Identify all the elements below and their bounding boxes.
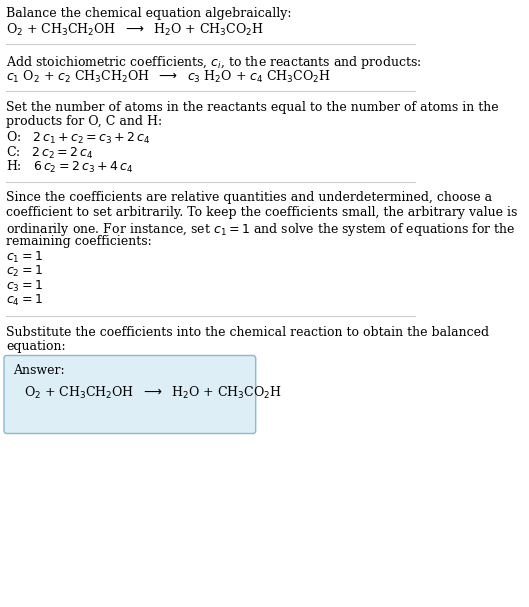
Text: Substitute the coefficients into the chemical reaction to obtain the balanced: Substitute the coefficients into the che… — [6, 325, 489, 339]
Text: Set the number of atoms in the reactants equal to the number of atoms in the: Set the number of atoms in the reactants… — [6, 101, 499, 114]
Text: products for O, C and H:: products for O, C and H: — [6, 115, 162, 129]
Text: C:   $2\,c_2 = 2\,c_4$: C: $2\,c_2 = 2\,c_4$ — [6, 144, 94, 161]
Text: remaining coefficients:: remaining coefficients: — [6, 235, 152, 248]
Text: Add stoichiometric coefficients, $c_i$, to the reactants and products:: Add stoichiometric coefficients, $c_i$, … — [6, 54, 422, 71]
Text: $c_3 = 1$: $c_3 = 1$ — [6, 279, 43, 294]
Text: O:   $2\,c_1 + c_2 = c_3 + 2\,c_4$: O: $2\,c_1 + c_2 = c_3 + 2\,c_4$ — [6, 130, 151, 146]
Text: $c_2 = 1$: $c_2 = 1$ — [6, 264, 43, 279]
Text: $c_4 = 1$: $c_4 = 1$ — [6, 293, 43, 308]
Text: ordinarily one. For instance, set $c_1 = 1$ and solve the system of equations fo: ordinarily one. For instance, set $c_1 =… — [6, 220, 516, 237]
Text: H:   $6\,c_2 = 2\,c_3 + 4\,c_4$: H: $6\,c_2 = 2\,c_3 + 4\,c_4$ — [6, 159, 133, 175]
Text: equation:: equation: — [6, 340, 66, 353]
Text: O$_2$ + CH$_3$CH$_2$OH  $\longrightarrow$  H$_2$O + CH$_3$CO$_2$H: O$_2$ + CH$_3$CH$_2$OH $\longrightarrow$… — [24, 385, 282, 401]
Text: Answer:: Answer: — [13, 364, 65, 378]
Text: coefficient to set arbitrarily. To keep the coefficients small, the arbitrary va: coefficient to set arbitrarily. To keep … — [6, 206, 518, 219]
Text: O$_2$ + CH$_3$CH$_2$OH  $\longrightarrow$  H$_2$O + CH$_3$CO$_2$H: O$_2$ + CH$_3$CH$_2$OH $\longrightarrow$… — [6, 21, 264, 38]
Text: Balance the chemical equation algebraically:: Balance the chemical equation algebraica… — [6, 7, 292, 20]
FancyBboxPatch shape — [4, 356, 256, 433]
Text: $c_1$ O$_2$ + $c_2$ CH$_3$CH$_2$OH  $\longrightarrow$  $c_3$ H$_2$O + $c_4$ CH$_: $c_1$ O$_2$ + $c_2$ CH$_3$CH$_2$OH $\lon… — [6, 69, 331, 84]
Text: Since the coefficients are relative quantities and underdetermined, choose a: Since the coefficients are relative quan… — [6, 191, 492, 205]
Text: $c_1 = 1$: $c_1 = 1$ — [6, 249, 43, 265]
